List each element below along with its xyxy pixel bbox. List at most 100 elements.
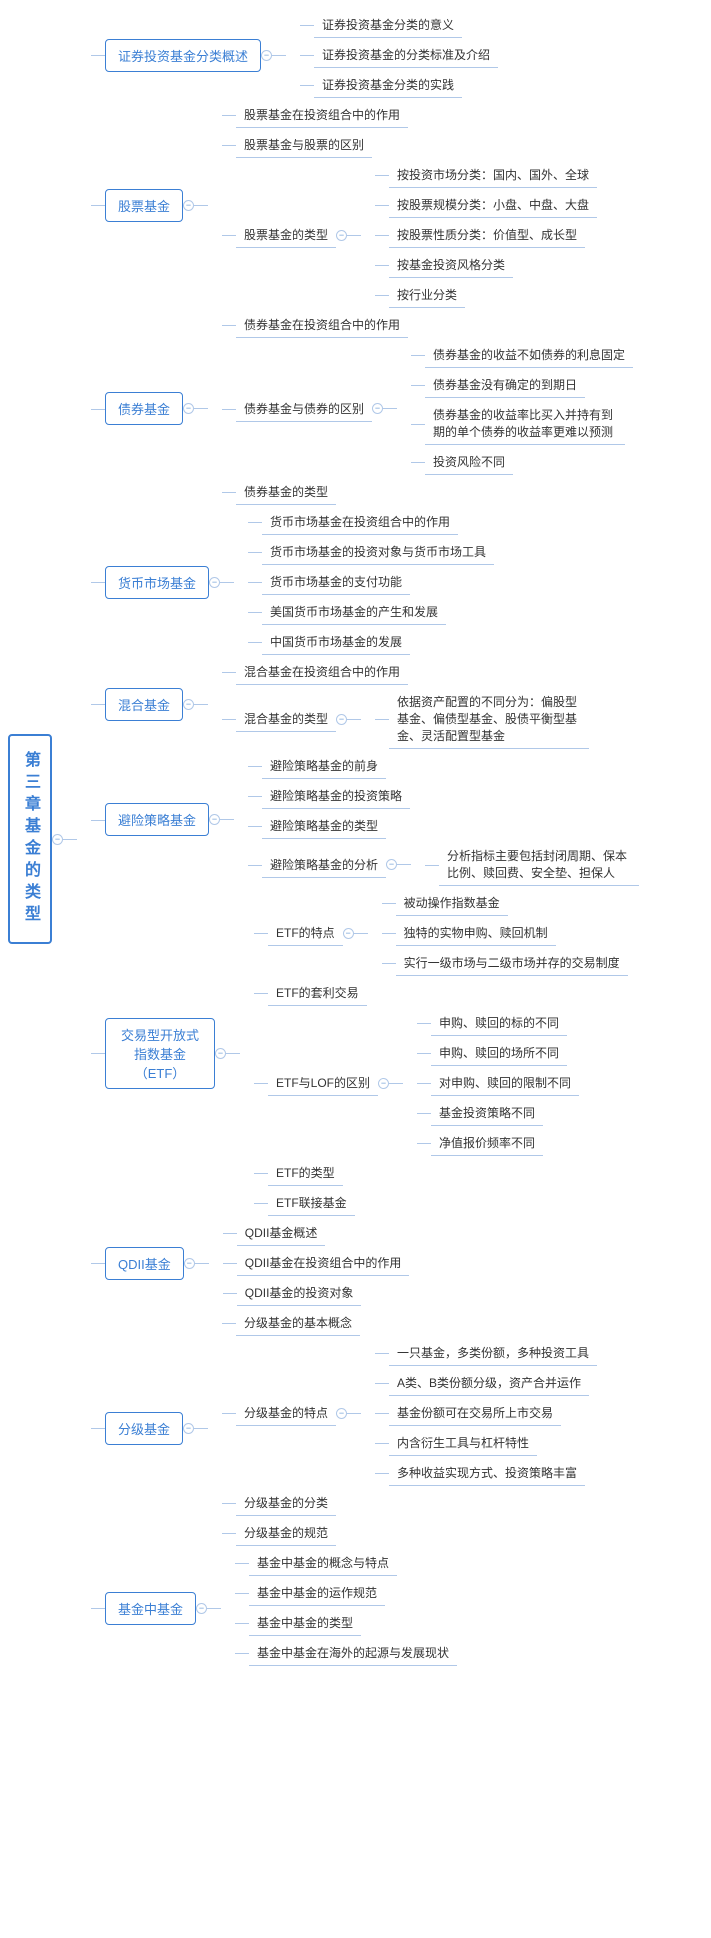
leaf-node: A类、B类份额分级，资产合并运作: [389, 1370, 589, 1396]
connector: [220, 819, 234, 820]
branch: 基金中基金在海外的起源与发展现状: [221, 1638, 457, 1668]
leaf-node: 避险策略基金的分析: [262, 852, 386, 878]
connector: [397, 864, 411, 865]
toggle-icon[interactable]: −: [378, 1078, 389, 1089]
branch-node: 避险策略基金: [105, 803, 209, 836]
toggle-icon[interactable]: −: [386, 859, 397, 870]
toggle-icon[interactable]: −: [183, 200, 194, 211]
leaf-node: ETF的类型: [268, 1160, 343, 1186]
connector: [194, 1428, 208, 1429]
children-group: 被动操作指数基金独特的实物申购、赎回机制实行一级市场与二级市场并存的交易制度: [368, 888, 628, 978]
branch: 基金中基金的概念与特点: [221, 1548, 457, 1578]
branch: 分析指标主要包括封闭周期、保本比例、赎回费、安全垫、担保人: [411, 841, 639, 888]
leaf-node: ETF与LOF的区别: [268, 1070, 378, 1096]
branch: 债券基金与债券的区别−债券基金的收益不如债券的利息固定债券基金没有确定的到期日债…: [208, 340, 633, 477]
toggle-icon[interactable]: −: [209, 577, 220, 588]
leaf-node: ETF的特点: [268, 920, 343, 946]
leaf-node: 基金中基金的概念与特点: [249, 1550, 397, 1576]
toggle-icon[interactable]: −: [343, 928, 354, 939]
branch: 分级基金的基本概念: [208, 1308, 597, 1338]
leaf-node: 货币市场基金在投资组合中的作用: [262, 509, 458, 535]
connector: [347, 1413, 361, 1414]
leaf-node: 债券基金的收益率比买入并持有到期的单个债券的收益率更难以预测: [425, 402, 625, 445]
connector: [194, 408, 208, 409]
branch-node: 证券投资基金分类概述: [105, 39, 261, 72]
leaf-node: 基金中基金的类型: [249, 1610, 361, 1636]
branch: QDII基金概述: [209, 1218, 410, 1248]
branch: 债券基金−债券基金在投资组合中的作用债券基金与债券的区别−债券基金的收益不如债券…: [77, 310, 639, 507]
branch: 证券投资基金分类的意义: [286, 10, 498, 40]
branch: 避险策略基金−避险策略基金的前身避险策略基金的投资策略避险策略基金的类型避险策略…: [77, 751, 639, 888]
leaf-node: 净值报价频率不同: [431, 1130, 543, 1156]
branch: 申购、赎回的标的不同: [403, 1008, 579, 1038]
toggle-icon[interactable]: −: [209, 814, 220, 825]
root-toggle[interactable]: −: [52, 834, 63, 845]
branch-node: 股票基金: [105, 189, 183, 222]
leaf-node: 股票基金在投资组合中的作用: [236, 102, 408, 128]
branch: 避险策略基金的分析− 分析指标主要包括封闭周期、保本比例、赎回费、安全垫、担保人: [234, 841, 639, 888]
branch: ETF的套利交易: [240, 978, 628, 1008]
leaf-node: 债券基金在投资组合中的作用: [236, 312, 408, 338]
toggle-icon[interactable]: −: [336, 714, 347, 725]
leaf-node: 分级基金的分类: [236, 1490, 336, 1516]
leaf-node: 货币市场基金的支付功能: [262, 569, 410, 595]
toggle-icon[interactable]: −: [183, 403, 194, 414]
leaf-node: 债券基金的收益不如债券的利息固定: [425, 342, 633, 368]
leaf-node: 股票基金与股票的区别: [236, 132, 372, 158]
branch: 避险策略基金的投资策略: [234, 781, 639, 811]
connector: [63, 839, 77, 840]
toggle-icon[interactable]: −: [183, 1423, 194, 1434]
branch: 按股票规模分类：小盘、中盘、大盘: [361, 190, 597, 220]
leaf-node: 按行业分类: [389, 282, 465, 308]
branch: 货币市场基金−货币市场基金在投资组合中的作用货币市场基金的投资对象与货币市场工具…: [77, 507, 639, 657]
branch: 股票基金在投资组合中的作用: [208, 100, 597, 130]
leaf-node: 货币市场基金的投资对象与货币市场工具: [262, 539, 494, 565]
toggle-icon[interactable]: −: [336, 230, 347, 241]
branch: ETF的类型: [240, 1158, 628, 1188]
branch: 货币市场基金在投资组合中的作用: [234, 507, 494, 537]
root-node: 第三章基金的类型: [8, 734, 52, 944]
toggle-icon[interactable]: −: [196, 1603, 207, 1614]
connector: [347, 719, 361, 720]
branch: 按行业分类: [361, 280, 597, 310]
leaf-node: 一只基金，多类份额，多种投资工具: [389, 1340, 597, 1366]
branch: 按股票性质分类：价值型、成长型: [361, 220, 597, 250]
branch: ETF联接基金: [240, 1188, 628, 1218]
branch: ETF与LOF的区别−申购、赎回的标的不同申购、赎回的场所不同对申购、赎回的限制…: [240, 1008, 628, 1158]
leaf-node: 按投资市场分类：国内、国外、全球: [389, 162, 597, 188]
toggle-icon[interactable]: −: [215, 1048, 226, 1059]
branch-node: QDII基金: [105, 1247, 184, 1280]
branch: 投资风险不同: [397, 447, 633, 477]
leaf-node: 基金投资策略不同: [431, 1100, 543, 1126]
toggle-icon[interactable]: −: [336, 1408, 347, 1419]
children-group: 证券投资基金分类的意义证券投资基金的分类标准及介绍证券投资基金分类的实践: [286, 10, 498, 100]
toggle-icon[interactable]: −: [183, 699, 194, 710]
leaf-node: 申购、赎回的标的不同: [431, 1010, 567, 1036]
branch: 货币市场基金的投资对象与货币市场工具: [234, 537, 494, 567]
toggle-icon[interactable]: −: [261, 50, 272, 61]
leaf-node: ETF联接基金: [268, 1190, 355, 1216]
connector: [194, 704, 208, 705]
leaf-node: 混合基金在投资组合中的作用: [236, 659, 408, 685]
branch: 股票基金的类型−按投资市场分类：国内、国外、全球按股票规模分类：小盘、中盘、大盘…: [208, 160, 597, 310]
children-group: 一只基金，多类份额，多种投资工具 A类、B类份额分级，资产合并运作基金份额可在交易…: [361, 1338, 597, 1488]
leaf-node: 被动操作指数基金: [396, 890, 508, 916]
leaf-node: 避险策略基金的投资策略: [262, 783, 410, 809]
connector: [220, 582, 234, 583]
leaf-node: 基金中基金在海外的起源与发展现状: [249, 1640, 457, 1666]
leaf-node: 基金份额可在交易所上市交易: [389, 1400, 561, 1426]
branch: 独特的实物申购、赎回机制: [368, 918, 628, 948]
toggle-icon[interactable]: −: [372, 403, 383, 414]
branch: QDII基金在投资组合中的作用: [209, 1248, 410, 1278]
branch: 混合基金的类型−依据资产配置的不同分为：偏股型基金、偏债型基金、股债平衡型基金、…: [208, 687, 589, 751]
branch-node: 混合基金: [105, 688, 183, 721]
branch: 债券基金在投资组合中的作用: [208, 310, 633, 340]
connector: [195, 1263, 209, 1264]
branch: 证券投资基金的分类标准及介绍: [286, 40, 498, 70]
toggle-icon[interactable]: −: [184, 1258, 195, 1269]
leaf-node: 证券投资基金的分类标准及介绍: [314, 42, 498, 68]
branch: 债券基金的收益不如债券的利息固定: [397, 340, 633, 370]
branch: ETF的特点− 被动操作指数基金独特的实物申购、赎回机制实行一级市场与二级市场并存…: [240, 888, 628, 978]
children-group: 混合基金在投资组合中的作用混合基金的类型−依据资产配置的不同分为：偏股型基金、偏…: [208, 657, 589, 751]
branch: QDII基金−QDII基金概述QDII基金在投资组合中的作用QDII基金的投资对…: [77, 1218, 639, 1308]
